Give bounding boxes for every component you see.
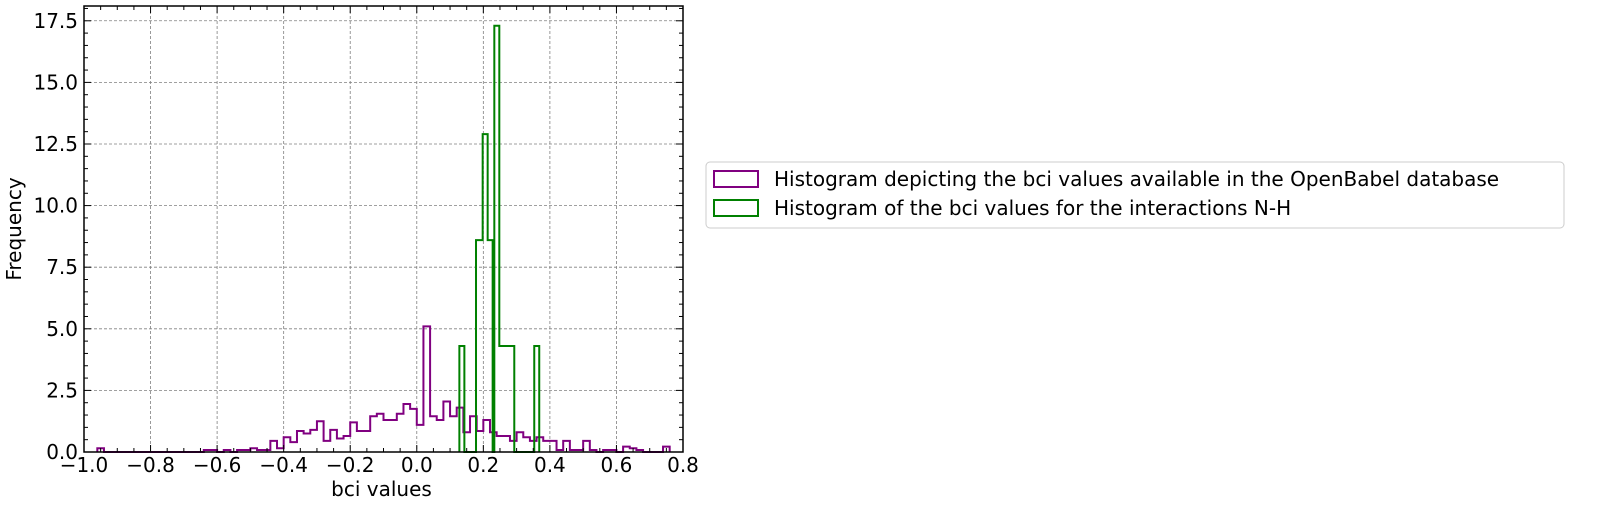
axis-ticks (83, 6, 684, 453)
x-tick-label: 0.0 (401, 453, 433, 477)
x-tick-label: −1.0 (60, 453, 109, 477)
y-tick-label: 12.5 (33, 132, 78, 156)
y-tick-label: 2.5 (46, 378, 78, 402)
x-tick-label: 0.2 (467, 453, 499, 477)
y-tick-labels: 0.0 2.5 5.0 7.5 10.0 12.5 15.0 17.5 (33, 9, 78, 464)
x-tick-label: 0.4 (534, 453, 566, 477)
y-tick-label: 10.0 (33, 194, 78, 218)
legend-label-nh: Histogram of the bci values for the inte… (774, 196, 1291, 220)
x-tick-labels: −1.0 −0.8 −0.6 −0.4 −0.2 0.0 0.2 0.4 0.6 0.8 (60, 453, 699, 477)
x-tick-label: −0.8 (126, 453, 175, 477)
y-tick-label: 5.0 (46, 317, 78, 341)
y-tick-label: 0.0 (46, 440, 78, 464)
x-tick-label: −0.6 (193, 453, 242, 477)
x-tick-label: −0.4 (259, 453, 308, 477)
grid (84, 6, 683, 452)
plot-frame (83, 5, 684, 453)
histogram-series-0 (96, 325, 671, 453)
legend: Histogram depicting the bci values avail… (705, 161, 1565, 229)
y-axis-label: Frequency (2, 177, 26, 280)
x-tick-label: 0.8 (667, 453, 699, 477)
x-axis-label: bci values (331, 477, 432, 501)
legend-label-openbabel: Histogram depicting the bci values avail… (774, 167, 1499, 191)
legend-swatch-openbabel (713, 170, 759, 188)
y-tick-label: 7.5 (46, 255, 78, 279)
x-tick-label: −0.2 (326, 453, 375, 477)
histogram-series-1 (458, 24, 541, 453)
y-tick-label: 15.0 (33, 70, 78, 94)
y-tick-label: 17.5 (33, 9, 78, 33)
x-tick-label: 0.6 (601, 453, 633, 477)
legend-box (705, 161, 1565, 229)
legend-swatch-nh (713, 199, 759, 217)
series-layer (96, 24, 671, 453)
